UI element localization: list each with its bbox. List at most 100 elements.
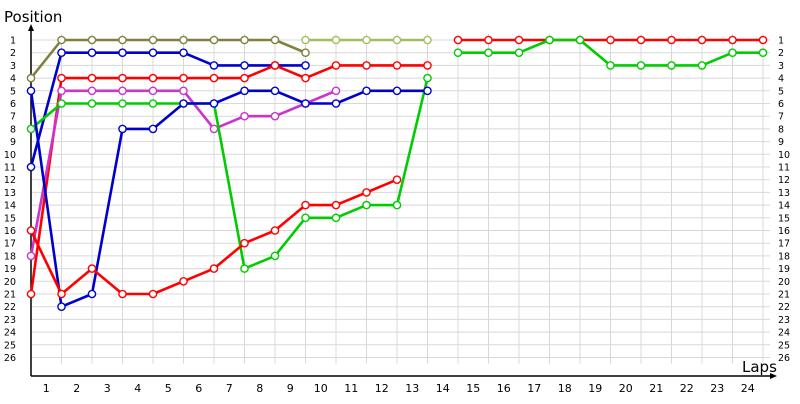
- right-y-tick-label: 5: [778, 86, 784, 97]
- data-point: [331, 86, 341, 96]
- data-point: [331, 99, 341, 108]
- data-point: [57, 35, 66, 45]
- data-point: [179, 73, 188, 83]
- y-tick-label: 7: [10, 112, 16, 123]
- y-tick-label: 21: [4, 290, 16, 301]
- x-tick-label: 11: [344, 382, 358, 395]
- x-tick-label: 17: [527, 382, 541, 395]
- data-point: [331, 61, 341, 70]
- data-point: [209, 35, 219, 45]
- data-point: [606, 35, 615, 45]
- data-point: [87, 48, 97, 58]
- data-point: [728, 48, 737, 58]
- series-3: [301, 35, 432, 45]
- data-point: [697, 35, 707, 45]
- data-point: [179, 86, 188, 96]
- data-point: [423, 86, 432, 96]
- data-point: [148, 86, 158, 96]
- data-point: [240, 264, 249, 273]
- series-line: [29, 38, 306, 79]
- x-axis-title: Laps: [742, 358, 777, 376]
- series-8: [26, 73, 432, 273]
- data-point: [87, 264, 97, 273]
- y-tick-label: 16: [4, 226, 16, 237]
- data-point: [362, 86, 371, 96]
- right-y-tick-label: 19: [778, 264, 790, 275]
- data-point: [514, 48, 524, 58]
- x-tick-label: 2: [73, 382, 80, 395]
- y-tick-label: 6: [10, 99, 16, 110]
- series-6: [26, 61, 432, 299]
- y-tick-label: 20: [4, 277, 16, 288]
- grid: [31, 34, 770, 364]
- data-point: [758, 48, 768, 58]
- data-point: [362, 61, 371, 70]
- series-line: [29, 51, 306, 168]
- data-point: [728, 35, 737, 45]
- y-tick-label: 1: [10, 36, 16, 47]
- right-y-tick-label: 23: [778, 315, 790, 326]
- data-point: [240, 238, 249, 248]
- data-point: [606, 61, 615, 70]
- data-point: [240, 111, 249, 121]
- series-line: [29, 89, 428, 309]
- data-point: [545, 35, 554, 45]
- y-tick-label: 25: [4, 340, 16, 351]
- data-point: [148, 35, 158, 45]
- right-y-tick-label: 2: [778, 48, 784, 59]
- data-point: [209, 99, 219, 108]
- data-point: [57, 99, 66, 108]
- right-y-tick-label: 10: [778, 150, 790, 161]
- data-point: [636, 35, 646, 45]
- data-point: [179, 99, 188, 108]
- right-y-tick-label: 15: [778, 213, 790, 224]
- data-point: [667, 35, 676, 45]
- data-point: [118, 289, 127, 299]
- data-point: [148, 48, 158, 58]
- data-point: [87, 86, 97, 96]
- x-tick-label: 14: [436, 382, 450, 395]
- data-point: [392, 200, 402, 210]
- data-point: [301, 73, 310, 83]
- y-tick-label: 5: [10, 86, 16, 97]
- x-tick-label: 3: [104, 382, 111, 395]
- data-point: [118, 48, 127, 58]
- x-tick-label: 10: [314, 382, 328, 395]
- data-point: [148, 73, 158, 83]
- data-point: [270, 111, 280, 121]
- right-y-tick-label: 16: [778, 226, 790, 237]
- x-tick-label: 15: [466, 382, 480, 395]
- data-point: [362, 35, 371, 45]
- data-point: [301, 61, 310, 70]
- data-point: [26, 124, 36, 134]
- y-tick-label: 13: [4, 188, 16, 199]
- data-point: [118, 73, 127, 83]
- x-tick-label: 5: [165, 382, 172, 395]
- data-point: [240, 73, 249, 83]
- data-point: [118, 35, 127, 45]
- axes: [28, 24, 777, 379]
- y-tick-label: 2: [10, 48, 16, 59]
- data-point: [148, 99, 158, 108]
- data-point: [209, 264, 219, 273]
- data-point: [87, 99, 97, 108]
- data-point: [758, 35, 768, 45]
- data-point: [118, 86, 127, 96]
- x-tick-label: 20: [619, 382, 633, 395]
- y-tick-label: 12: [4, 175, 16, 186]
- y-tick-label: 14: [4, 201, 16, 212]
- y-tick-label: 9: [10, 137, 16, 148]
- right-y-tick-label: 18: [778, 251, 790, 262]
- series-5: [453, 35, 768, 70]
- right-y-tick-label: 8: [778, 124, 784, 135]
- data-point: [179, 48, 188, 58]
- data-point: [26, 86, 36, 96]
- right-y-tick-label: 4: [778, 74, 784, 85]
- y-tick-label: 18: [4, 251, 16, 262]
- x-tick-label: 19: [588, 382, 602, 395]
- data-point: [484, 48, 493, 58]
- data-point: [87, 35, 97, 45]
- y-tick-label: 15: [4, 213, 16, 224]
